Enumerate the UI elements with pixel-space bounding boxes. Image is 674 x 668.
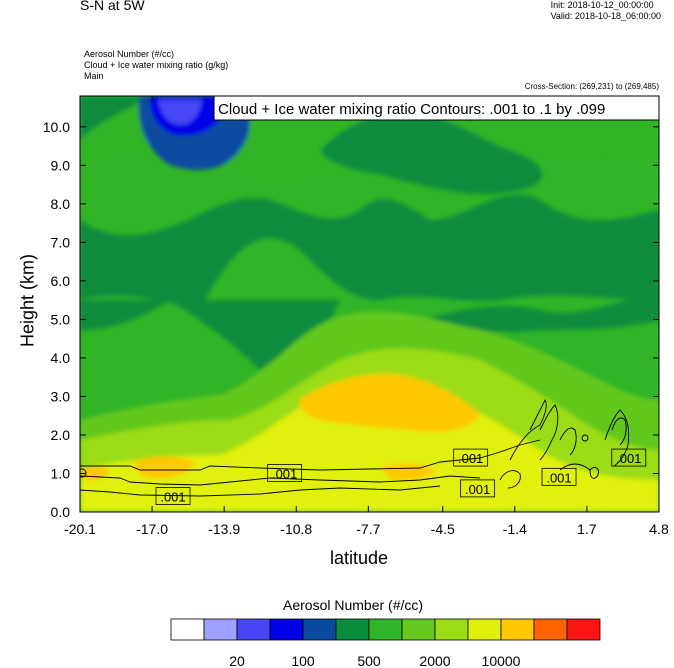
init-time: Init: 2018-10-12_00:00:00 — [550, 0, 654, 10]
contour-label: .001 — [460, 479, 496, 498]
colorbar-swatch — [500, 618, 535, 641]
time-info: Init: 2018-10-12_00:00:00 Valid: 2018-10… — [551, 0, 661, 22]
y-tick-label: 1.0 — [51, 465, 71, 481]
colorbar: 20 100 500 2000 10000 — [170, 618, 601, 668]
contour-info-text: Cloud + Ice water mixing ratio Contours:… — [218, 101, 605, 118]
x-tick-label: -20.1 — [64, 521, 96, 537]
colorbar-label: 100 — [291, 653, 315, 668]
x-axis-label: latitude — [330, 548, 389, 568]
contour-lines — [80, 399, 630, 497]
x-tick-label: -13.9 — [208, 521, 240, 537]
colorbar-title: Aerosol Number (#/cc) — [283, 597, 424, 613]
contour-label: .001 — [267, 464, 303, 482]
x-tick-label: -1.4 — [503, 521, 527, 537]
colorbar-swatch — [566, 618, 601, 641]
contour-label: .001 — [453, 448, 489, 467]
colorbar-swatch — [533, 618, 568, 641]
y-tick-label: 10.0 — [43, 119, 70, 135]
colorbar-swatch — [467, 618, 502, 641]
svg-text:.001: .001 — [465, 482, 490, 497]
colorbar-swatch — [401, 618, 436, 641]
x-axis: -20.1 -17.0 -13.9 -10.8 -7.7 -4.5 -1.4 1.7 4.8 — [64, 96, 669, 537]
y-tick-label: 4.0 — [51, 350, 71, 366]
colorbar-label: 20 — [229, 653, 245, 668]
cross-section-label: Cross-Section: (269,231) to (269,485) — [524, 82, 659, 91]
colorbar-swatch — [368, 618, 403, 641]
x-tick-label: -17.0 — [136, 521, 168, 537]
colorbar-label: 2000 — [419, 653, 450, 668]
contour-labels: .001 .001 .001 .001 .001 .001 — [155, 448, 647, 505]
x-tick-label: 4.8 — [649, 521, 669, 537]
y-tick-label: 9.0 — [51, 157, 71, 173]
heatmap-field — [80, 96, 659, 512]
y-tick-label: 7.0 — [51, 234, 71, 250]
y-tick-label: 0.0 — [51, 504, 71, 520]
contour-label: .001 — [541, 467, 577, 486]
field-list: Aerosol Number (#/cc) Cloud + Ice water … — [84, 49, 228, 82]
colorbar-swatch — [434, 618, 469, 641]
svg-text:.001: .001 — [458, 451, 483, 466]
x-tick-label: -4.5 — [431, 521, 455, 537]
colorbar-swatch — [335, 618, 370, 641]
svg-text:.001: .001 — [616, 451, 641, 466]
y-tick-label: 6.0 — [51, 273, 71, 289]
field-cloud: Cloud + Ice water mixing ratio (g/kg) — [84, 60, 229, 70]
y-tick-label: 8.0 — [51, 196, 71, 212]
contour-label: .001 — [611, 448, 647, 467]
plot-title: S-N at 5W — [80, 0, 145, 13]
svg-text:.001: .001 — [546, 470, 571, 485]
colorbar-swatch — [203, 618, 238, 641]
colorbar-label: 10000 — [482, 653, 521, 668]
colorbar-swatch — [236, 618, 271, 641]
x-tick-label: -7.7 — [356, 521, 380, 537]
colorbar-swatch — [170, 618, 205, 641]
svg-text:.001: .001 — [272, 466, 297, 481]
field-aerosol: Aerosol Number (#/cc) — [84, 49, 175, 59]
field-main: Main — [84, 71, 104, 81]
y-tick-label: 3.0 — [51, 388, 71, 404]
x-tick-label: 1.7 — [577, 521, 597, 537]
valid-time: Valid: 2018-10-18_06:00:00 — [550, 11, 661, 21]
y-tick-label: 5.0 — [51, 311, 71, 327]
y-axis: 0.0 1.0 2.0 3.0 4.0 5.0 6.0 7.0 8.0 9.0 10.0 — [43, 119, 659, 520]
y-axis-label: Height (km) — [17, 254, 38, 348]
y-tick-label: 2.0 — [51, 427, 71, 443]
contour-info-box: Cloud + Ice water mixing ratio Contours:… — [213, 95, 660, 121]
colorbar-swatch — [302, 618, 337, 641]
contour-label: .001 — [155, 487, 191, 505]
x-tick-label: -10.8 — [280, 521, 312, 537]
colorbar-label: 500 — [357, 653, 381, 668]
svg-text:.001: .001 — [160, 490, 185, 505]
colorbar-swatch — [269, 618, 304, 641]
